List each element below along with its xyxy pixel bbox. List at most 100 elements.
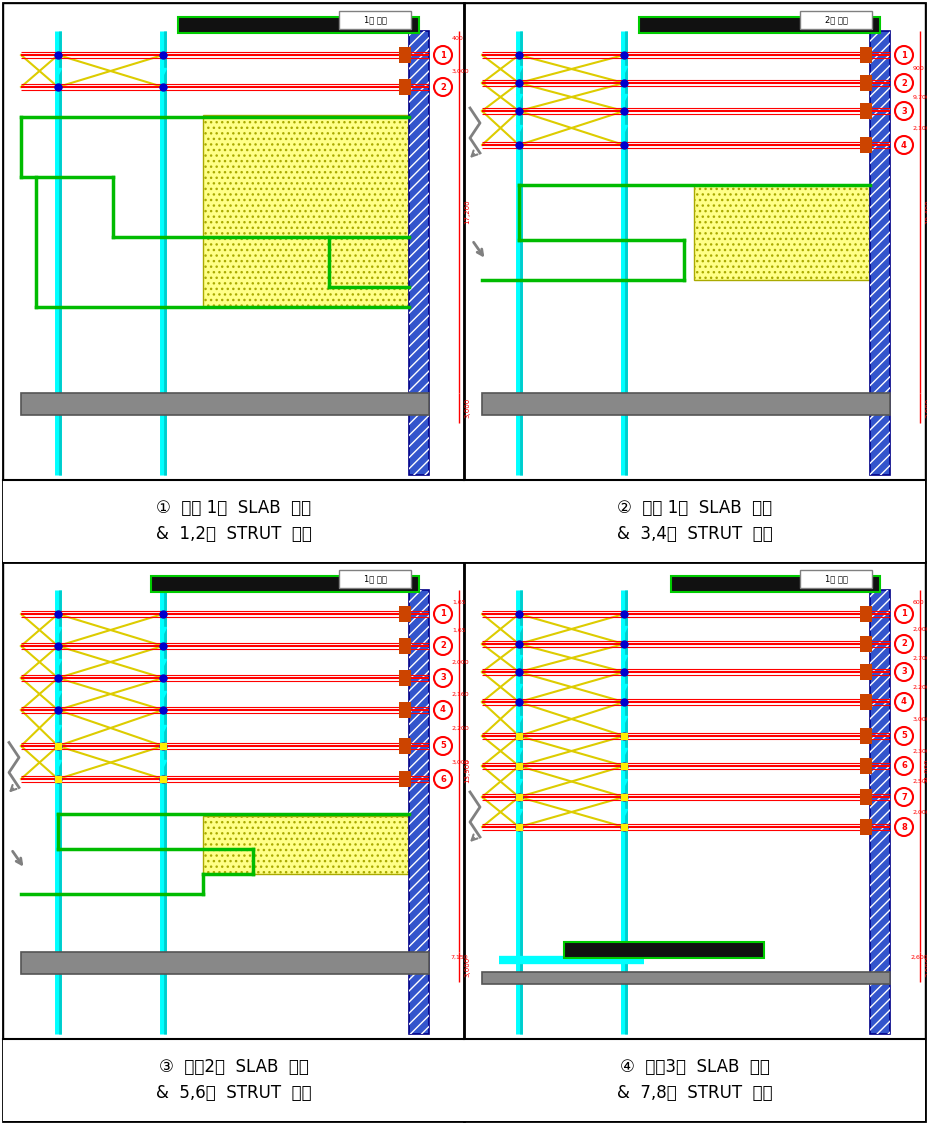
Text: 2단 도면: 2단 도면 xyxy=(824,16,846,25)
Bar xyxy=(399,47,411,63)
Bar xyxy=(481,393,889,415)
Text: 3: 3 xyxy=(900,668,906,677)
Bar xyxy=(870,31,889,475)
Bar xyxy=(870,590,889,1034)
Bar xyxy=(21,393,428,415)
Text: 5: 5 xyxy=(900,732,906,741)
Bar xyxy=(859,606,871,622)
Bar xyxy=(399,670,411,686)
Text: 21,000: 21,000 xyxy=(924,759,927,783)
Text: 2,000: 2,000 xyxy=(451,660,469,664)
Bar xyxy=(859,664,871,680)
Text: 3: 3 xyxy=(900,107,906,116)
Text: 5: 5 xyxy=(439,742,446,751)
Text: 19,400: 19,400 xyxy=(924,200,927,225)
Text: 1: 1 xyxy=(900,51,906,60)
Text: 1,65: 1,65 xyxy=(451,627,465,633)
Bar xyxy=(399,638,411,654)
Bar xyxy=(859,758,871,774)
Text: 4: 4 xyxy=(900,140,906,149)
Text: 2: 2 xyxy=(900,640,906,649)
Text: 4: 4 xyxy=(900,698,906,707)
Bar xyxy=(338,570,411,588)
Text: ④  지핈3층  SLAB  철거
&  7,8단  STRUT  설치: ④ 지핈3층 SLAB 철거 & 7,8단 STRUT 설치 xyxy=(616,1058,771,1103)
Bar xyxy=(870,31,889,475)
Bar xyxy=(859,47,871,63)
Text: 2,200: 2,200 xyxy=(451,725,469,731)
Text: 2,600: 2,600 xyxy=(910,954,927,960)
Text: 2,300: 2,300 xyxy=(912,749,927,753)
Bar xyxy=(859,137,871,153)
Text: ②  지하 1층  SLAB  철거
&  3,4단  STRUT  설치: ② 지하 1층 SLAB 철거 & 3,4단 STRUT 설치 xyxy=(616,499,771,543)
Text: 400: 400 xyxy=(451,36,464,42)
Bar xyxy=(464,3,924,480)
Text: 2,200: 2,200 xyxy=(912,685,927,689)
Bar xyxy=(3,562,464,1039)
Text: 2,000: 2,000 xyxy=(912,626,927,632)
Text: 2,500: 2,500 xyxy=(912,779,927,785)
Bar xyxy=(799,11,871,29)
Bar xyxy=(409,31,428,475)
Text: 3,000: 3,000 xyxy=(912,716,927,722)
Bar xyxy=(3,1039,464,1121)
Text: 1단 도면: 1단 도면 xyxy=(363,574,386,583)
Bar xyxy=(409,590,428,1034)
Bar xyxy=(409,590,428,1034)
Text: 2,700: 2,700 xyxy=(912,655,927,661)
Text: 6: 6 xyxy=(439,774,446,783)
Text: ①  지상 1층  SLAB  철거
&  1,2단  STRUT  설치: ① 지상 1층 SLAB 철거 & 1,2단 STRUT 설치 xyxy=(156,499,311,543)
Bar xyxy=(799,570,871,588)
Text: 1: 1 xyxy=(900,609,906,618)
Text: 3,000: 3,000 xyxy=(464,957,469,977)
Bar xyxy=(859,75,871,91)
Bar xyxy=(409,31,428,475)
Bar xyxy=(21,952,428,975)
Bar xyxy=(203,115,409,307)
Bar xyxy=(399,771,411,787)
Bar xyxy=(150,575,419,592)
Bar xyxy=(178,17,419,33)
Bar xyxy=(464,562,924,1039)
Bar xyxy=(859,819,871,835)
Text: 3: 3 xyxy=(439,673,445,682)
Bar xyxy=(338,11,411,29)
Bar xyxy=(870,590,889,1034)
Text: 6: 6 xyxy=(900,761,906,770)
Text: 3,000: 3,000 xyxy=(924,957,927,977)
Text: 2,100: 2,100 xyxy=(912,126,927,130)
Text: 3,000: 3,000 xyxy=(451,69,469,73)
Text: 3,000: 3,000 xyxy=(451,760,469,765)
Text: 13,900: 13,900 xyxy=(464,759,469,783)
Text: 2: 2 xyxy=(900,79,906,88)
Text: 2,000: 2,000 xyxy=(912,809,927,815)
Bar xyxy=(671,575,879,592)
Text: 600: 600 xyxy=(912,599,923,605)
Bar xyxy=(859,789,871,805)
Bar xyxy=(639,17,879,33)
Text: 1,65: 1,65 xyxy=(451,599,465,605)
Bar xyxy=(203,816,409,874)
Text: 1: 1 xyxy=(439,51,446,60)
Text: 17,200: 17,200 xyxy=(464,200,469,225)
Bar xyxy=(399,79,411,96)
Text: 1: 1 xyxy=(439,609,446,618)
Bar xyxy=(3,3,464,480)
Text: 8: 8 xyxy=(900,823,906,832)
Text: 3,000: 3,000 xyxy=(924,398,927,418)
Bar xyxy=(859,636,871,652)
Text: 900: 900 xyxy=(912,66,923,72)
Bar xyxy=(564,942,763,958)
Bar xyxy=(464,1039,924,1121)
Text: 2: 2 xyxy=(439,642,446,651)
Bar xyxy=(693,185,870,280)
Text: ③  지핈2층  SLAB  철거
&  5,6단  STRUT  설치: ③ 지핈2층 SLAB 철거 & 5,6단 STRUT 설치 xyxy=(156,1058,311,1103)
Text: 3,000: 3,000 xyxy=(464,398,469,418)
Bar xyxy=(399,606,411,622)
Text: 4: 4 xyxy=(439,706,446,715)
Bar xyxy=(399,738,411,754)
Text: 9,700: 9,700 xyxy=(912,94,927,100)
Bar xyxy=(464,480,924,562)
Text: 1단 도면: 1단 도면 xyxy=(363,16,386,25)
Bar xyxy=(399,702,411,718)
Bar xyxy=(859,728,871,744)
